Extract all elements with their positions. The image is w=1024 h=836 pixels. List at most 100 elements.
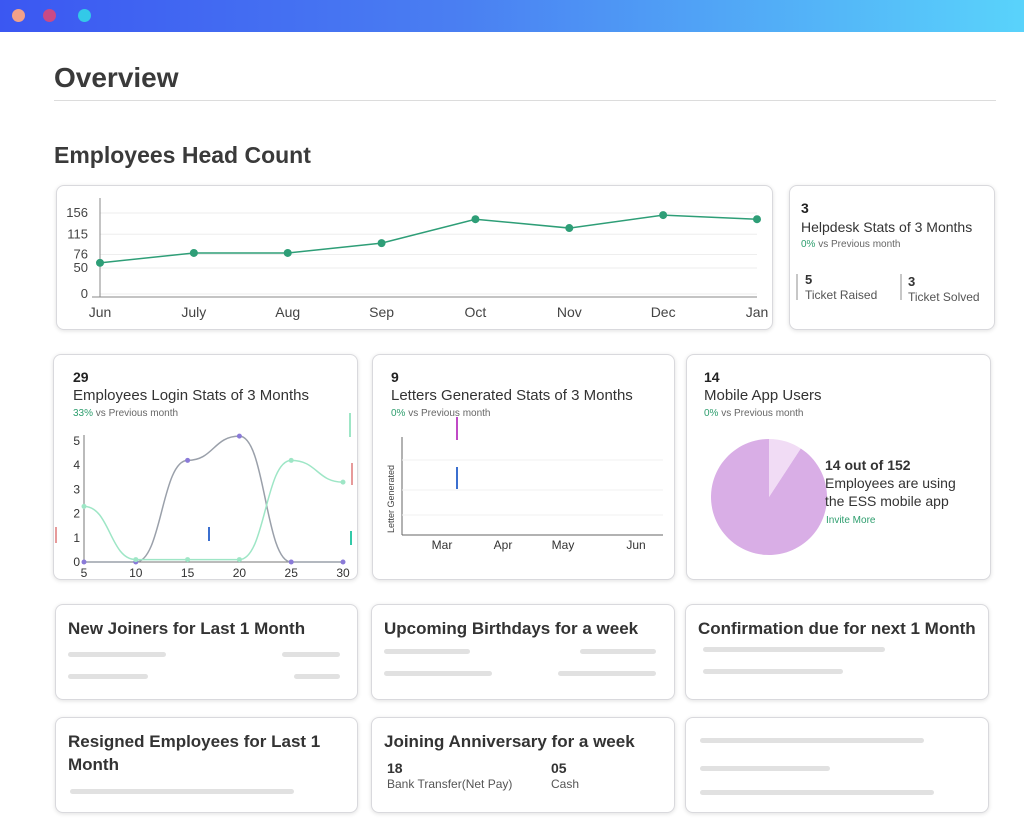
ticket-raised-label: Ticket Raised bbox=[805, 288, 878, 302]
letters-title: Letters Generated Stats of 3 Months bbox=[391, 387, 633, 404]
current-month-point bbox=[81, 503, 87, 509]
placeholder-line bbox=[384, 649, 470, 654]
placeholder-line bbox=[700, 766, 830, 771]
headcount-point bbox=[659, 211, 668, 220]
helpdesk-change-label: vs Previous month bbox=[818, 239, 901, 250]
y-tick-label: 2 bbox=[73, 507, 80, 521]
x-tick-label: 30 bbox=[336, 566, 350, 580]
marker-teal bbox=[350, 531, 352, 545]
invite-more-link[interactable]: Invite More bbox=[826, 515, 876, 526]
pie-slice-not-using bbox=[769, 439, 801, 497]
mobile-count: 14 bbox=[704, 369, 720, 385]
dashboard-page: Overview Employees Head Count 156 115 76 50… bbox=[0, 32, 1024, 836]
helpdesk-change-pct: 0% bbox=[801, 239, 816, 250]
headcount-point bbox=[377, 239, 386, 248]
headcount-line bbox=[99, 214, 758, 264]
placeholder-line bbox=[703, 647, 885, 652]
login-stats-card: 29 Employees Login Stats of 3 Months 33%… bbox=[53, 354, 358, 580]
x-tick-label: Jun bbox=[89, 304, 112, 320]
mobile-change-pct: 0% bbox=[704, 408, 719, 419]
mobile-summary-count: 14 out of 152 bbox=[825, 457, 911, 473]
title-divider bbox=[54, 100, 996, 101]
headcount-point bbox=[565, 224, 574, 233]
ticket-raised-value: 5 bbox=[805, 272, 813, 287]
helpdesk-title: Helpdesk Stats of 3 Months bbox=[801, 219, 973, 235]
login-change-label: vs Previous month bbox=[95, 408, 179, 419]
letters-marker-blue bbox=[456, 467, 458, 489]
last-month-point bbox=[288, 559, 294, 565]
ticket-solved-value: 3 bbox=[908, 274, 916, 289]
x-tick-label: 5 bbox=[81, 566, 88, 580]
empty-card bbox=[685, 717, 989, 813]
mobile-title: Mobile App Users bbox=[704, 387, 822, 404]
last-month-point bbox=[340, 559, 346, 565]
y-tick-label: 156 bbox=[66, 205, 88, 220]
placeholder-line bbox=[68, 674, 148, 679]
x-tick-label: 10 bbox=[129, 566, 143, 580]
login-change: 33% vs Previous month bbox=[73, 408, 178, 419]
window-minimize-dot[interactable] bbox=[43, 9, 56, 22]
x-tick-label: Mar bbox=[432, 538, 453, 552]
headcount-point bbox=[753, 215, 761, 224]
placeholder-line bbox=[384, 671, 492, 676]
x-tick-label: Jun bbox=[626, 538, 645, 552]
placeholder-line bbox=[700, 790, 934, 795]
y-tick-label: 0 bbox=[81, 286, 88, 301]
current-month-point bbox=[185, 557, 191, 563]
placeholder-line bbox=[703, 669, 843, 674]
placeholder-line bbox=[580, 649, 656, 654]
placeholder-line bbox=[700, 738, 924, 743]
x-tick-label: May bbox=[552, 538, 575, 552]
x-tick-label: Jan bbox=[746, 304, 769, 320]
headcount-point bbox=[283, 248, 292, 257]
y-tick-label: 4 bbox=[73, 458, 80, 472]
y-tick-label: 1 bbox=[73, 531, 80, 545]
mobile-pie-chart bbox=[711, 439, 827, 555]
letters-bar-chart: Mar Apr May Jun Letter Generated bbox=[386, 417, 663, 552]
last-month-point bbox=[236, 433, 242, 439]
x-tick-label: Oct bbox=[465, 304, 487, 320]
x-tick-label: Sep bbox=[369, 304, 394, 320]
last-month-point bbox=[81, 559, 87, 565]
bank-transfer-value: 18 bbox=[387, 760, 403, 776]
helpdesk-card: 3 Helpdesk Stats of 3 Months 0% vs Previ… bbox=[789, 185, 995, 330]
resigned-card: Resigned Employees for Last 1 Month bbox=[55, 717, 358, 813]
confirmation-title: Confirmation due for next 1 Month bbox=[698, 619, 976, 638]
placeholder-line bbox=[558, 671, 656, 676]
x-tick-label: 25 bbox=[285, 566, 299, 580]
y-tick-label: 76 bbox=[74, 247, 88, 262]
birthdays-title: Upcoming Birthdays for a week bbox=[384, 619, 639, 638]
headcount-point bbox=[189, 248, 198, 257]
letters-count: 9 bbox=[391, 369, 399, 385]
new-joiners-title: New Joiners for Last 1 Month bbox=[68, 619, 306, 638]
y-tick-label: 3 bbox=[73, 482, 80, 496]
window-maximize-dot[interactable] bbox=[78, 9, 91, 22]
login-line-chart: 54321051015202530Last monthCurrent month bbox=[55, 413, 353, 580]
placeholder-line bbox=[294, 674, 340, 679]
last-month-line bbox=[83, 435, 343, 563]
window-close-dot[interactable] bbox=[12, 9, 25, 22]
login-change-pct: 33% bbox=[73, 408, 94, 419]
letters-change: 0% vs Previous month bbox=[391, 408, 491, 419]
x-tick-label: Aug bbox=[275, 304, 300, 320]
y-tick-label: 50 bbox=[74, 260, 88, 275]
helpdesk-count: 3 bbox=[801, 200, 809, 216]
letters-change-label: vs Previous month bbox=[408, 408, 491, 419]
window-titlebar bbox=[0, 0, 1024, 32]
x-tick-label: Nov bbox=[557, 304, 582, 320]
letters-marker-purple bbox=[456, 417, 458, 440]
headcount-chart-card: 156 115 76 50 0 Jun July Aug Sep Oct Nov Dec Jan bbox=[56, 185, 773, 330]
x-tick-label: Apr bbox=[494, 538, 513, 552]
x-tick-label: July bbox=[181, 304, 206, 320]
current-month-point bbox=[133, 557, 139, 563]
x-tick-label: 15 bbox=[181, 566, 195, 580]
headcount-point bbox=[471, 215, 480, 224]
login-count: 29 bbox=[73, 369, 89, 385]
last-month-point bbox=[185, 457, 191, 463]
x-tick-label: 20 bbox=[233, 566, 247, 580]
y-tick-label: 115 bbox=[67, 226, 88, 241]
letters-change-pct: 0% bbox=[391, 408, 406, 419]
x-tick-label: Dec bbox=[651, 304, 676, 320]
y-axis-label: Letter Generated bbox=[386, 465, 396, 533]
